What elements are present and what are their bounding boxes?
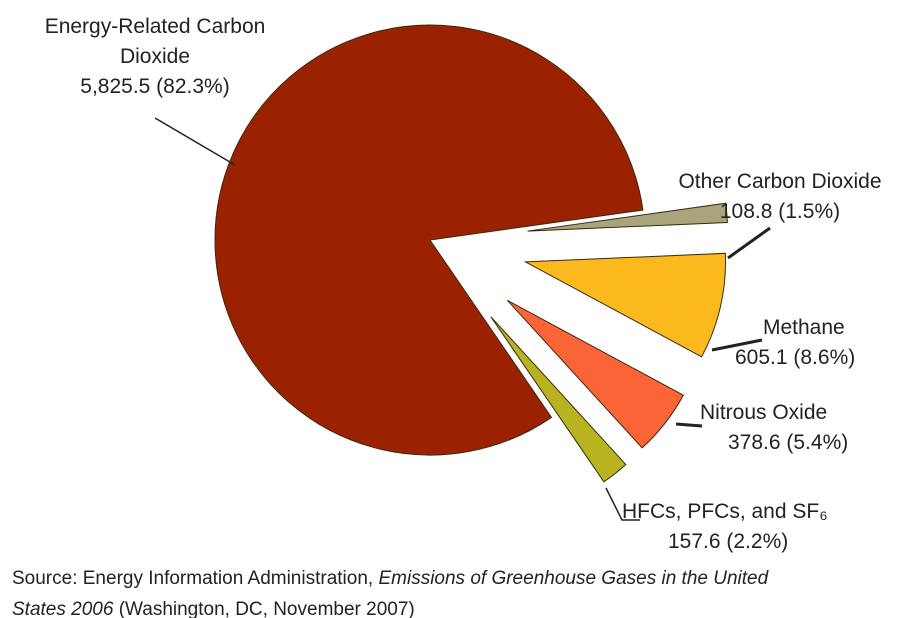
category-label: HFCs, PFCs, and SF₆ bbox=[622, 500, 828, 523]
slice-label: Energy-Related Carbon Dioxide 5,825.5 (8… bbox=[10, 12, 300, 102]
source: Source: Energy Information Administratio… bbox=[12, 563, 772, 618]
slice-label: HFCs, PFCs, and SF₆ 157.6 (2.2%) bbox=[622, 497, 828, 557]
leader-line bbox=[154, 117, 236, 166]
category-label: Methane bbox=[763, 316, 845, 339]
source-title: Emissions of Greenhouse Gases in the Uni… bbox=[12, 568, 769, 618]
value-label: 157.6 (2.2%) bbox=[668, 530, 789, 553]
value-label: 378.6 (5.4%) bbox=[728, 431, 849, 454]
pie-slice bbox=[490, 316, 627, 483]
pie-slice bbox=[214, 24, 644, 456]
leader-line bbox=[675, 422, 703, 428]
value-label: 605.1 (8.6%) bbox=[735, 346, 856, 369]
source-suffix: (Washington, DC, November 2007) bbox=[113, 599, 415, 618]
slice-label: Other Carbon Dioxide 108.8 (1.5%) bbox=[650, 167, 909, 227]
pie-slice bbox=[527, 202, 728, 232]
value-label: 108.8 (1.5%) bbox=[719, 200, 841, 223]
leader-line bbox=[605, 487, 640, 521]
pie-slice bbox=[506, 299, 685, 449]
category-label: Energy-Related Carbon Dioxide bbox=[44, 15, 266, 68]
leader-lines bbox=[154, 117, 771, 521]
category-label: Nitrous Oxide bbox=[700, 401, 828, 424]
leader-line bbox=[727, 226, 771, 260]
pie-slice bbox=[523, 252, 727, 358]
value-label: 5,825.5 (82.3%) bbox=[80, 75, 230, 98]
source-prefix: Source: Energy Information Administratio… bbox=[12, 568, 379, 589]
leader-line bbox=[711, 338, 763, 352]
slice-label: Nitrous Oxide 378.6 (5.4%) bbox=[700, 398, 848, 458]
slice-label: Methane 605.1 (8.6%) bbox=[735, 313, 855, 373]
category-label: Other Carbon Dioxide bbox=[678, 170, 882, 193]
